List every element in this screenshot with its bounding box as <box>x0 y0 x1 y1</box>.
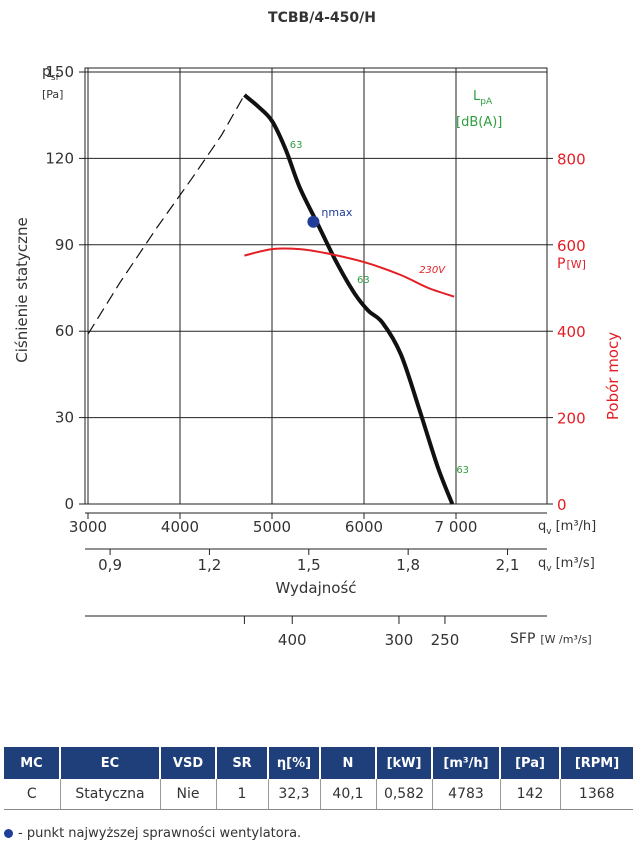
chart-title: TCBB/4-450/H <box>268 10 376 26</box>
legend-note-text: - punkt najwyższej sprawności wentylator… <box>18 826 302 841</box>
cell-ec: Statyczna <box>60 779 161 810</box>
y2-axis-title: Pobór mocy <box>604 332 622 420</box>
x-tick-label: 3000 <box>69 518 107 536</box>
x-axis-m3s: 0,9 1,2 1,5 1,8 2,1 <box>85 548 547 574</box>
y-tick-label: 120 <box>45 149 74 167</box>
grid <box>85 68 547 505</box>
x-tick-label: 6000 <box>345 518 383 536</box>
cell-kw: 0,582 <box>376 779 433 810</box>
x-tick-label: 7 000 <box>435 518 478 536</box>
y-tick-label: 150 <box>45 63 74 81</box>
power-curve <box>244 247 455 298</box>
cell-rpm: 1368 <box>560 779 633 810</box>
power-curve-label: 230V <box>419 265 446 276</box>
plot-frame <box>84 67 548 505</box>
y2-ticks: 0 200 400 600 800 <box>547 150 586 514</box>
sfp-axis: 400 300 250 <box>85 615 547 649</box>
eta-max-point <box>307 215 320 228</box>
sfp-tick-label: 400 <box>278 631 307 649</box>
y2-tick-label: 800 <box>557 150 586 168</box>
x-tick-label: 4000 <box>161 518 199 536</box>
sfp-tick-label: 300 <box>385 631 414 649</box>
lpa-point-label: 63 <box>456 465 469 476</box>
y-tick-label: 90 <box>55 236 74 254</box>
header-vsd: VSD <box>160 747 217 779</box>
lpa-unit: [dB(A)] <box>456 115 502 130</box>
x-axis-m3s-unit: qv [m³/s] <box>538 556 595 574</box>
header-ec: EC <box>60 747 161 779</box>
y-tick-label: 0 <box>64 495 74 513</box>
sfp-tick-label: 250 <box>431 631 460 649</box>
lpa-point-label: 63 <box>290 140 303 151</box>
x2-tick-label: 2,1 <box>496 556 520 574</box>
header-m3h: [m³/h] <box>432 747 501 779</box>
table-row: C Statyczna Nie 1 32,3 40,1 0,582 4783 1… <box>4 779 633 810</box>
efficiency-dot-icon <box>4 829 13 838</box>
x-tick-label: 5000 <box>253 518 291 536</box>
y-tick-label: 60 <box>55 322 74 340</box>
header-rpm: [RPM] <box>560 747 633 779</box>
eta-max-label: ηmax <box>321 206 352 219</box>
header-sr: SR <box>216 747 269 779</box>
y-ticks: 0 30 60 90 120 150 <box>45 63 85 513</box>
cell-pa: 142 <box>500 779 561 810</box>
series-group: 230V 63 63 63 ηmax <box>87 93 469 505</box>
y-axis-unit: [Pa] <box>42 88 63 101</box>
table-header-row: MC EC VSD SR η[%] N [kW] [m³/h] [Pa] [RP… <box>4 747 633 779</box>
cell-mc: C <box>4 779 61 810</box>
y2-axis-symbol: P[W] <box>557 256 586 272</box>
header-pa: [Pa] <box>500 747 561 779</box>
cell-n: 40,1 <box>320 779 377 810</box>
x-axis-m3h: 3000 4000 5000 6000 7 000 <box>69 512 547 536</box>
x-axis-title: Wydajność <box>275 579 356 597</box>
header-efficiency: η[%] <box>268 747 321 779</box>
lpa-label: LpA <box>473 89 493 107</box>
header-n: N <box>320 747 377 779</box>
y2-tick-label: 400 <box>557 323 586 341</box>
cell-efficiency: 32,3 <box>268 779 321 810</box>
x2-tick-label: 1,2 <box>198 556 222 574</box>
lpa-point-label: 63 <box>357 275 370 286</box>
y2-tick-label: 200 <box>557 410 586 428</box>
header-kw: [kW] <box>376 747 433 779</box>
system-curve-curve <box>87 94 245 335</box>
y-tick-label: 30 <box>55 409 74 427</box>
x2-tick-label: 1,5 <box>297 556 321 574</box>
header-mc: MC <box>4 747 61 779</box>
legend-note: - punkt najwyższej sprawności wentylator… <box>4 826 301 841</box>
cell-m3h: 4783 <box>432 779 501 810</box>
cell-sr: 1 <box>216 779 269 810</box>
y-axis-symbol: psf <box>42 64 60 83</box>
cell-vsd: Nie <box>160 779 217 810</box>
x2-tick-label: 1,8 <box>396 556 420 574</box>
y-axis-title: Ciśnienie statyczne <box>13 217 31 363</box>
sfp-label: SFP [W /m³/s] <box>510 631 592 647</box>
x-axis-m3h-unit: qv [m³/h] <box>538 519 596 537</box>
pressure-curve <box>243 93 455 505</box>
parameters-table: MC EC VSD SR η[%] N [kW] [m³/h] [Pa] [RP… <box>4 747 633 810</box>
y2-tick-label: 0 <box>557 496 567 514</box>
x2-tick-label: 0,9 <box>98 556 122 574</box>
y2-tick-label: 600 <box>557 237 586 255</box>
